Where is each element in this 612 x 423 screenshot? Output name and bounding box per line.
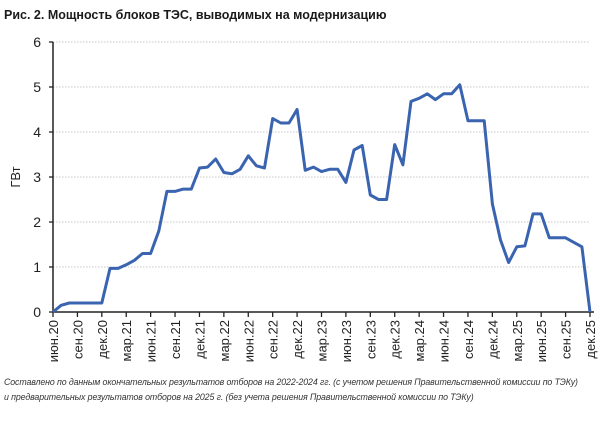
x-tick-label: мар.21	[119, 320, 134, 361]
x-tick-label: дек.20	[95, 320, 110, 359]
y-tick-label: 2	[33, 214, 41, 230]
x-tick-label: июн.22	[241, 320, 256, 362]
x-tick-label: сен.20	[70, 320, 85, 359]
x-tick-label: июн.24	[437, 320, 452, 362]
y-tick-label: 4	[33, 124, 41, 140]
x-tick-label: дек.25	[583, 320, 598, 359]
chart-title: Рис. 2. Мощность блоков ТЭС, выводимых н…	[4, 8, 387, 22]
y-tick-label: 5	[33, 79, 41, 95]
x-tick-label: сен.24	[461, 320, 476, 359]
y-tick-label: 1	[33, 259, 41, 275]
y-tick-label: 3	[33, 169, 41, 185]
x-tick-label: дек.24	[485, 320, 500, 359]
x-tick-label: июн.23	[339, 320, 354, 362]
x-tick-label: дек.21	[192, 320, 207, 359]
data-line	[52, 83, 592, 314]
x-tick-label: дек.22	[290, 320, 305, 359]
x-tick-label: мар.24	[412, 320, 427, 361]
x-tick-label: сен.23	[363, 320, 378, 359]
line-chart: 0 1 2 3 4 5 6 ГВт июн.20 сен.20 дек.20 мар.21 июн.21…	[8, 34, 598, 362]
x-tick-label: мар.25	[510, 320, 525, 361]
x-tick-label: июн.21	[144, 320, 159, 362]
x-tick-label: сен.21	[168, 320, 183, 359]
y-tick-label: 6	[33, 34, 41, 50]
y-tick-label: 0	[33, 304, 41, 320]
x-tick-label: сен.25	[559, 320, 574, 359]
x-tick-label: дек.23	[388, 320, 403, 359]
x-tick-label: июн.20	[46, 320, 61, 362]
y-axis-label: ГВт	[8, 166, 23, 187]
x-tick-label: июн.25	[534, 320, 549, 362]
x-tick-label: мар.23	[315, 320, 330, 361]
x-tick-label: мар.22	[217, 320, 232, 361]
source-notes: Составлено по данным окончательных резул…	[4, 375, 608, 405]
note-line: и предварительных результатов отборов на…	[4, 392, 474, 402]
note-line: Составлено по данным окончательных резул…	[4, 377, 578, 387]
x-tick-label: сен.22	[266, 320, 281, 359]
